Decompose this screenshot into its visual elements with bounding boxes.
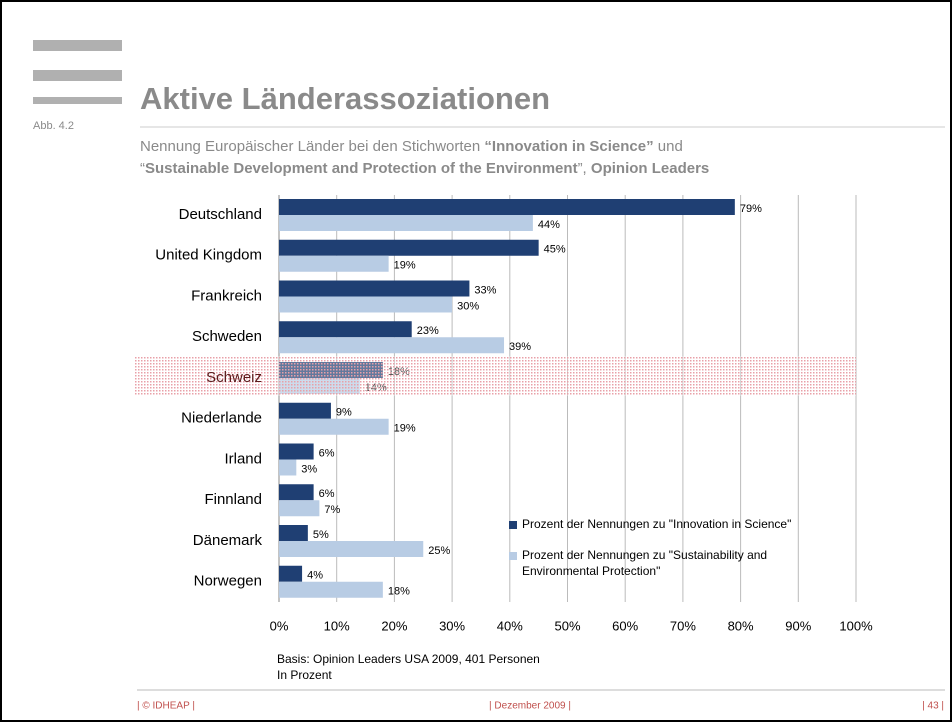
deco-bar	[33, 70, 122, 81]
category-label: Irland	[224, 450, 262, 467]
category-label: Frankreich	[191, 287, 262, 304]
x-tick-label: 70%	[670, 618, 696, 633]
bar	[279, 337, 505, 354]
value-label: 23%	[417, 325, 439, 337]
value-label: 45%	[544, 244, 566, 256]
deco-bar	[33, 40, 122, 51]
category-label: Norwegen	[194, 573, 262, 590]
x-tick-label: 0%	[270, 618, 289, 633]
x-tick-label: 10%	[324, 618, 350, 633]
bar	[279, 500, 320, 517]
value-label: 79%	[740, 203, 762, 215]
footnote: In Prozent	[277, 668, 332, 682]
bar	[279, 255, 389, 272]
footnote: Basis: Opinion Leaders USA 2009, 401 Per…	[277, 652, 540, 666]
subtitle: Nennung Europäischer Länder bei den Stic…	[140, 138, 683, 155]
bar	[279, 459, 297, 476]
x-tick-label: 20%	[381, 618, 407, 633]
legend-swatch	[509, 521, 517, 529]
value-label: 18%	[388, 586, 410, 598]
bar	[279, 239, 539, 256]
highlight-band	[134, 356, 856, 396]
x-tick-label: 100%	[839, 618, 873, 633]
footer-right: | 43 |	[922, 701, 944, 712]
value-label: 9%	[336, 407, 352, 419]
bar	[279, 443, 314, 460]
bar	[279, 199, 735, 215]
footer-left: | © IDHEAP |	[137, 701, 195, 712]
value-label: 33%	[474, 284, 496, 296]
category-label: Niederlande	[181, 410, 262, 427]
bar	[279, 321, 412, 338]
category-label: Deutschland	[179, 206, 262, 223]
x-tick-label: 40%	[497, 618, 523, 633]
value-label: 39%	[509, 341, 531, 353]
bar	[279, 296, 453, 313]
value-label: 6%	[319, 447, 335, 459]
footer-center: | Dezember 2009 |	[489, 701, 571, 712]
bar	[279, 565, 303, 582]
x-tick-label: 30%	[439, 618, 465, 633]
bar	[279, 581, 383, 598]
category-label: Finnland	[204, 491, 262, 508]
value-label: 25%	[428, 545, 450, 557]
value-label: 5%	[313, 529, 329, 541]
subtitle: “Sustainable Development and Protection …	[140, 160, 709, 177]
category-label: Schweiz	[206, 369, 262, 386]
category-label: Dänemark	[193, 532, 263, 549]
bar	[279, 215, 533, 231]
value-label: 3%	[301, 463, 317, 475]
figure-number: Abb. 4.2	[33, 120, 74, 132]
legend-swatch	[509, 552, 517, 560]
legend-label: Prozent der Nennungen zu "Sustainability…	[522, 548, 767, 578]
value-label: 4%	[307, 570, 323, 582]
category-label: United Kingdom	[155, 247, 262, 264]
title: Aktive Länderassoziationen	[140, 81, 550, 116]
bar	[279, 280, 470, 297]
legend-label: Prozent der Nennungen zu "Innovation in …	[522, 517, 791, 531]
value-label: 19%	[394, 260, 416, 272]
bar	[279, 484, 314, 501]
value-label: 30%	[457, 300, 479, 312]
value-label: 44%	[538, 219, 560, 231]
x-tick-label: 60%	[612, 618, 638, 633]
category-label: Schweden	[192, 328, 262, 345]
value-label: 7%	[324, 504, 340, 516]
bar	[279, 525, 308, 541]
bar	[279, 402, 331, 419]
x-tick-label: 50%	[554, 618, 580, 633]
value-label: 19%	[394, 423, 416, 435]
value-label: 6%	[319, 488, 335, 500]
x-tick-label: 90%	[785, 618, 811, 633]
deco-bar	[33, 97, 122, 104]
x-tick-label: 80%	[728, 618, 754, 633]
bar	[279, 418, 389, 435]
bar	[279, 541, 424, 557]
